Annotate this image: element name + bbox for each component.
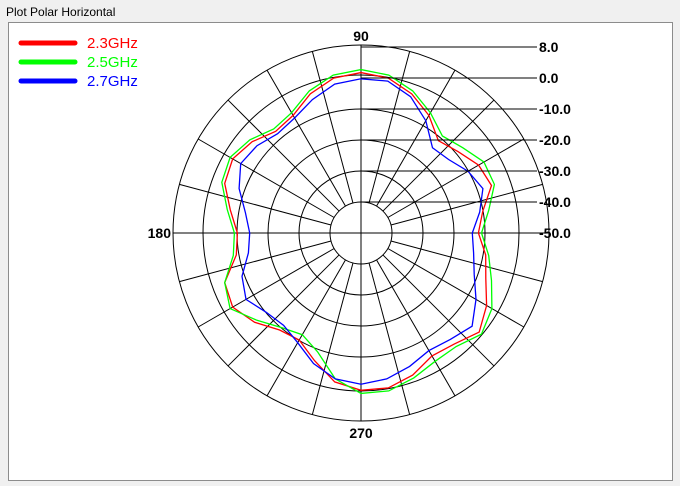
series-line-2.7GHz (238, 78, 484, 385)
grid-spoke-135 (227, 99, 340, 212)
grid-spoke-285 (368, 262, 411, 415)
grid-spoke-300 (376, 259, 456, 397)
angle-labels: 90 180 270 (148, 28, 373, 441)
series-line-2.5GHz (221, 68, 496, 395)
grid-spoke-60 (376, 69, 456, 207)
grid-spoke-240 (266, 259, 346, 397)
grid-spoke-315 (382, 254, 495, 367)
series-layer (221, 68, 496, 395)
radial-tick-label: -50.0 (539, 225, 571, 241)
legend-label: 2.3GHz (87, 35, 138, 52)
radial-tick-label: 0.0 (539, 70, 559, 86)
series-line-2.3GHz (224, 71, 493, 391)
radial-tick-labels: 8.0 0.0 -10.0 -20.0 -30.0 -40.0 -50.0 (361, 39, 571, 241)
plot-panel: 8.0 0.0 -10.0 -20.0 -30.0 -40.0 -50.0 90 180 2… (8, 22, 673, 481)
grid-spoke-120 (266, 69, 346, 207)
legend: 2.3GHz 2.5GHz 2.7GHz (13, 29, 171, 97)
grid-spoke-255 (311, 262, 354, 415)
grid-spoke-45 (382, 99, 495, 212)
angle-label-270: 270 (349, 425, 373, 441)
angle-label-180: 180 (148, 225, 172, 241)
grid-spoke-330 (387, 248, 525, 328)
grid-spoke-150 (197, 138, 335, 218)
grid-spoke-225 (227, 254, 340, 367)
legend-label: 2.7GHz (87, 73, 138, 90)
radial-tick-label: -40.0 (539, 194, 571, 210)
radial-tick-label: 8.0 (539, 39, 559, 55)
polar-grid (172, 44, 550, 422)
grid-spoke-105 (311, 51, 354, 204)
grid-spoke-210 (197, 248, 335, 328)
radial-tick-label: -30.0 (539, 163, 571, 179)
window-title: Plot Polar Horizontal (6, 5, 116, 19)
grid-spoke-30 (387, 138, 525, 218)
radial-tick-label: -20.0 (539, 132, 571, 148)
legend-label: 2.5GHz (87, 54, 138, 71)
grid-spoke-165 (179, 183, 332, 226)
polar-chart: 8.0 0.0 -10.0 -20.0 -30.0 -40.0 -50.0 90 180 2… (13, 28, 571, 441)
grid-spoke-345 (390, 240, 543, 283)
grid-spoke-195 (179, 240, 332, 283)
grid-spoke-15 (390, 183, 543, 226)
grid-spoke-75 (368, 51, 411, 204)
radial-tick-label: -10.0 (539, 101, 571, 117)
angle-label-90: 90 (353, 28, 369, 44)
